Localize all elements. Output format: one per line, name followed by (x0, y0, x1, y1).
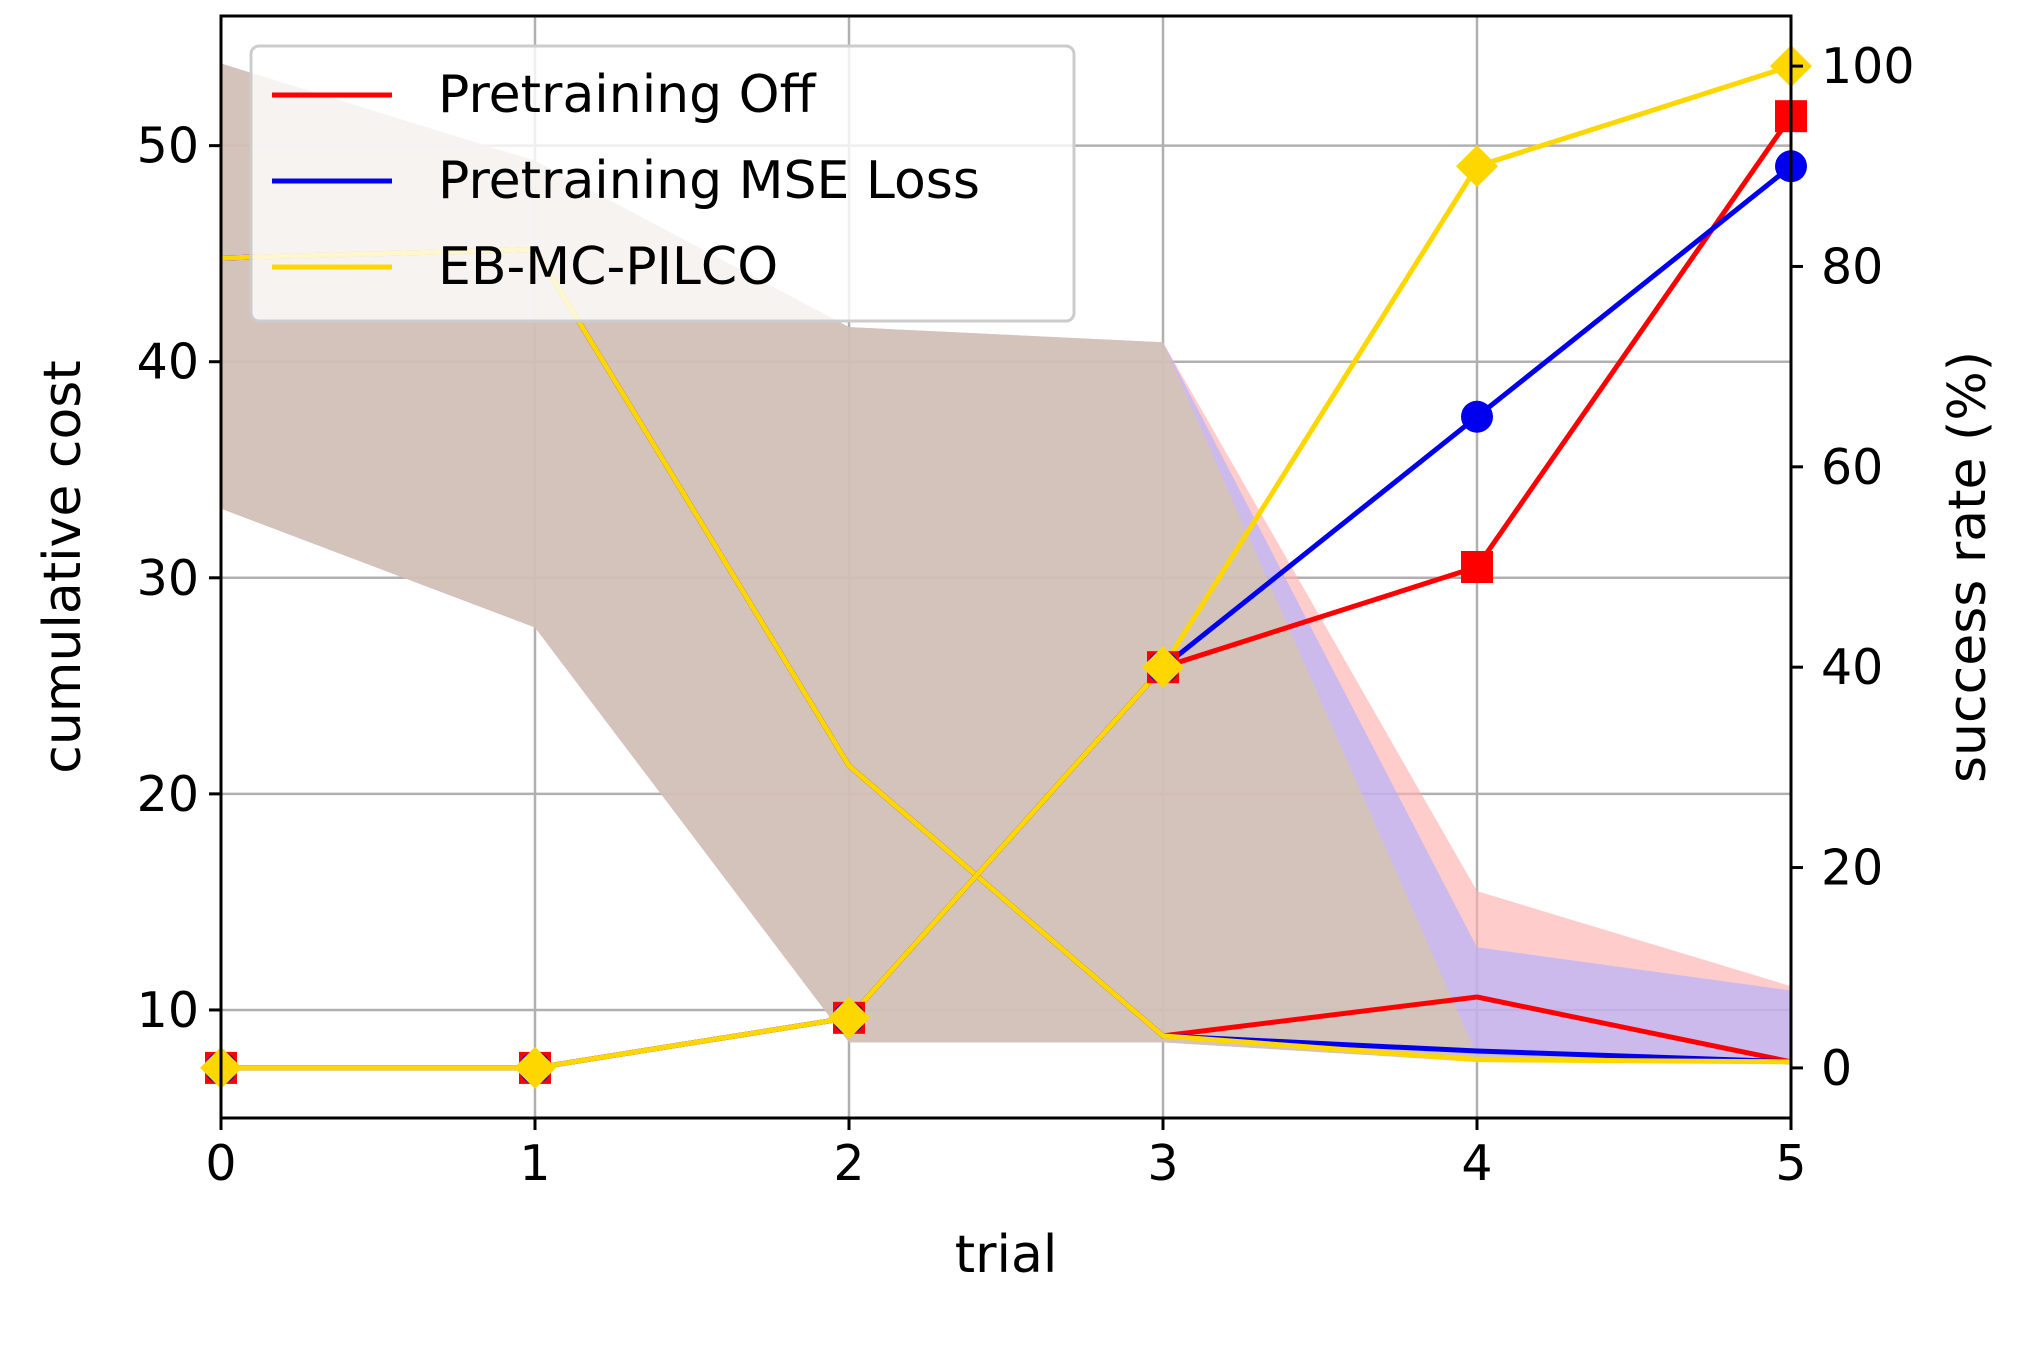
marker-eb-mc-pilco (1456, 145, 1498, 188)
y2-tick-label: 80 (1821, 238, 1883, 295)
x-tick-label: 0 (205, 1135, 236, 1192)
marker-eb-mc-pilco (1142, 646, 1184, 689)
x-tick-label: 1 (519, 1135, 550, 1192)
y-tick-label: 10 (137, 982, 199, 1039)
y-tick-label: 20 (137, 766, 199, 823)
x-tick-label: 3 (1147, 1135, 1178, 1192)
x-axis-label: trial (955, 1225, 1058, 1285)
x-tick-label: 2 (833, 1135, 864, 1192)
y-tick-label: 40 (137, 334, 199, 391)
y2-tick-label: 20 (1821, 840, 1883, 897)
y-tick-label: 50 (137, 118, 199, 175)
x-tick-label: 4 (1461, 1135, 1492, 1192)
y2-tick-label: 60 (1821, 439, 1883, 496)
legend: Pretraining Off Pretraining MSE Loss EB-… (249, 44, 1076, 323)
y2-axis-label: success rate (%) (1938, 351, 1998, 783)
y-axis-label: cumulative cost (33, 360, 93, 774)
plot-frame (219, 14, 1793, 1120)
marker-eb-mc-pilco (514, 1046, 556, 1089)
legend-label-pretraining-off: Pretraining Off (438, 65, 817, 125)
marker-pretraining-off (1461, 551, 1493, 583)
legend-label-eb-mc-pilco: EB-MC-PILCO (438, 237, 778, 297)
success-rate-lines (221, 63, 1794, 1071)
y-axis-left: 10 20 30 40 50 (137, 118, 221, 1039)
success-line-eb-mc-pilco (221, 63, 1792, 1071)
y-tick-label: 30 (137, 550, 199, 607)
marker-pretraining-mse-loss (1461, 400, 1493, 433)
legend-frame (249, 44, 1076, 323)
x-axis: 0 1 2 3 4 5 (205, 1118, 1807, 1192)
y2-tick-label: 0 (1821, 1040, 1852, 1097)
y2-tick-label: 40 (1821, 639, 1883, 696)
legend-label-pretraining-mse-loss: Pretraining MSE Loss (438, 151, 980, 211)
x-tick-label: 5 (1775, 1135, 1806, 1192)
y-axis-right: 0 20 40 60 80 100 (1791, 38, 1915, 1097)
y2-tick-label: 100 (1821, 38, 1915, 95)
marker-eb-mc-pilco (828, 996, 870, 1039)
